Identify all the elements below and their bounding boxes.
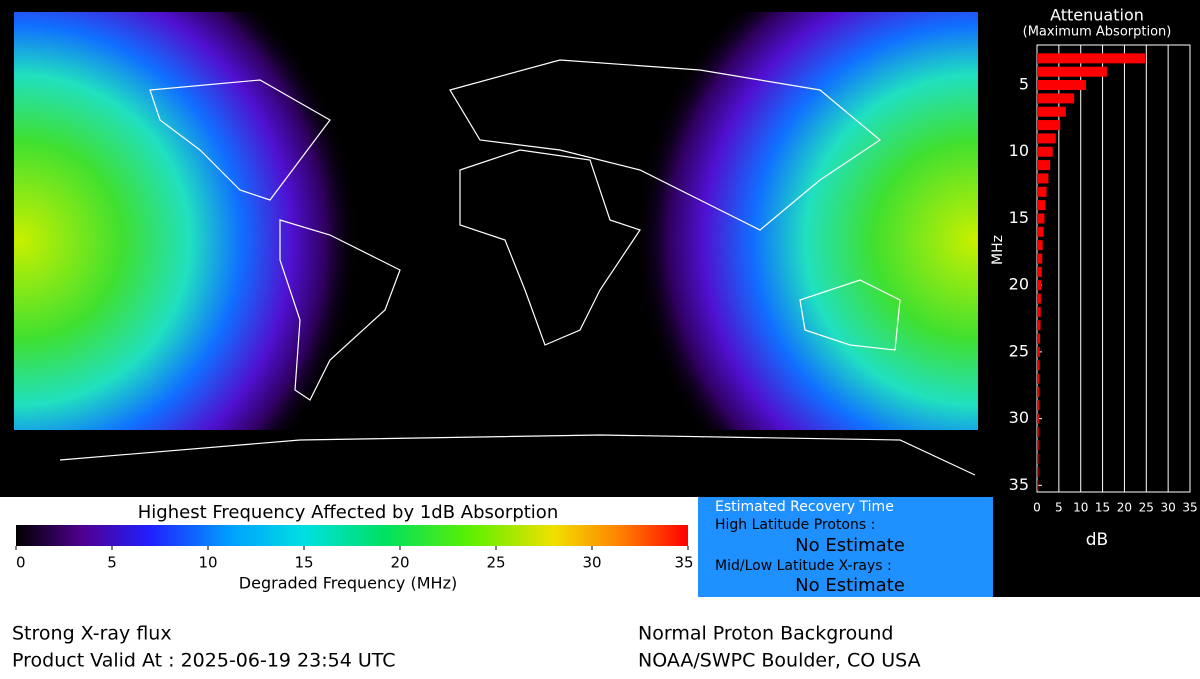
footer-text: Strong X-ray flux <box>12 623 172 645</box>
colorbar-tick-label: 30 <box>582 554 601 572</box>
bar <box>1037 213 1045 224</box>
bar <box>1037 66 1107 77</box>
bar <box>1037 133 1056 144</box>
bar <box>1037 320 1041 331</box>
bar <box>1037 186 1047 197</box>
x-tick-label: 0 <box>1033 501 1041 515</box>
recovery-label: Mid/Low Latitude X-rays : <box>715 558 892 574</box>
colorbar-tick-label: 15 <box>294 554 313 572</box>
day-region <box>14 12 360 492</box>
bar <box>1037 306 1041 317</box>
bar <box>1037 93 1075 104</box>
footer-text: NOAA/SWPC Boulder, CO USA <box>638 650 921 672</box>
colorbar-tick-label: 25 <box>486 554 505 572</box>
y-tick-label: 20 <box>1009 275 1029 294</box>
bar <box>1037 53 1145 64</box>
bar <box>1037 173 1049 184</box>
day-region <box>635 12 978 492</box>
chart-title: Attenuation <box>1050 6 1144 25</box>
axis-label: dB <box>1086 530 1108 550</box>
bar <box>1037 200 1046 211</box>
bar <box>1037 106 1066 117</box>
colorbar-label: Degraded Frequency (MHz) <box>239 574 457 593</box>
colorbar-tick-label: 10 <box>198 554 217 572</box>
colorbar-tick-label: 0 <box>16 554 26 572</box>
recovery-label: High Latitude Protons : <box>715 517 875 533</box>
footer-text: Normal Proton Background <box>638 623 893 645</box>
bar <box>1037 160 1051 171</box>
colorbar-tick-label: 20 <box>390 554 409 572</box>
y-tick-label: 30 <box>1009 408 1029 427</box>
axis-label: MHz <box>990 235 1006 265</box>
bar <box>1037 413 1039 424</box>
map-title: Highest Frequency Affected by 1dB Absorp… <box>138 502 558 523</box>
recovery-title: Estimated Recovery Time <box>715 499 894 515</box>
bar <box>1037 240 1043 251</box>
x-tick-label: 15 <box>1095 501 1110 515</box>
bar <box>1037 80 1086 91</box>
recovery-box <box>698 497 993 597</box>
bar <box>1037 480 1039 491</box>
bar <box>1037 293 1041 304</box>
polar-region <box>14 430 978 492</box>
legend-background <box>0 497 698 597</box>
recovery-value: No Estimate <box>795 575 905 596</box>
bar <box>1037 426 1039 437</box>
bar <box>1037 346 1040 357</box>
colorbar <box>16 525 688 546</box>
colorbar-tick-label: 35 <box>674 554 693 572</box>
bar <box>1037 333 1041 344</box>
bar <box>1037 440 1039 451</box>
bar <box>1037 266 1042 277</box>
chart-subtitle: (Maximum Absorption) <box>1023 25 1172 40</box>
map <box>14 12 978 492</box>
y-tick-label: 15 <box>1009 208 1029 227</box>
recovery-value: No Estimate <box>795 535 905 556</box>
bar <box>1037 373 1040 384</box>
bar <box>1037 360 1040 371</box>
colorbar-ticks: 0 5 10 15 20 25 30 35 <box>15 546 694 572</box>
y-tick-label: 25 <box>1009 341 1029 360</box>
bar <box>1037 400 1040 411</box>
x-tick-label: 35 <box>1182 501 1197 515</box>
bar <box>1037 146 1053 157</box>
bar <box>1037 386 1040 397</box>
bar <box>1037 226 1044 237</box>
x-tick-label: 5 <box>1055 501 1063 515</box>
footer-text: Product Valid At : 2025-06-19 23:54 UTC <box>12 650 396 672</box>
coastlines <box>59 59 976 476</box>
x-tick-label: 10 <box>1073 501 1088 515</box>
y-tick-label: 5 <box>1019 75 1029 94</box>
x-tick-label: 20 <box>1117 501 1132 515</box>
bar <box>1037 280 1042 291</box>
bar <box>1037 253 1043 264</box>
colorbar-tick-label: 5 <box>107 554 117 572</box>
bar <box>1037 466 1039 477</box>
x-tick-label: 30 <box>1161 501 1176 515</box>
y-tick-label: 35 <box>1009 475 1029 494</box>
chart-background <box>993 0 1200 597</box>
bar <box>1037 120 1061 131</box>
bar <box>1037 453 1039 464</box>
y-tick-label: 10 <box>1009 141 1029 160</box>
x-tick-label: 25 <box>1139 501 1154 515</box>
